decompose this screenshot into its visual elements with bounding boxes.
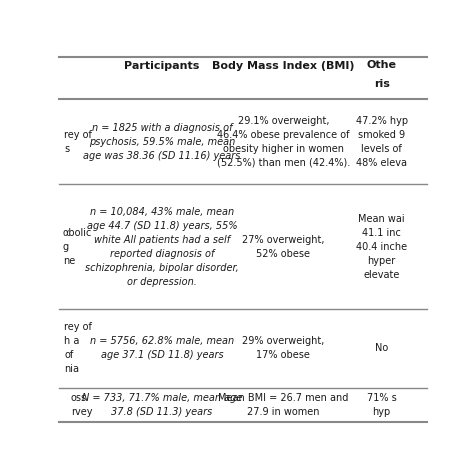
Text: N = 733, 71.7% male, mean age
37.8 (SD 11.3) years: N = 733, 71.7% male, mean age 37.8 (SD 1… xyxy=(82,393,242,417)
Text: Mean BMI = 26.7 men and
27.9 in women: Mean BMI = 26.7 men and 27.9 in women xyxy=(218,393,348,417)
Text: 29.1% overweight,
46.4% obese prevalence of
obesity higher in women
(52.5%) than: 29.1% overweight, 46.4% obese prevalence… xyxy=(217,116,350,168)
Text: No: No xyxy=(375,343,388,354)
Text: 71% s
hyp: 71% s hyp xyxy=(367,393,396,417)
Text: rey of
s: rey of s xyxy=(64,130,92,154)
Text: Mean wai
41.1 inc
40.4 inche
hyper
elevate: Mean wai 41.1 inc 40.4 inche hyper eleva… xyxy=(356,214,407,280)
Text: 29% overweight,
17% obese: 29% overweight, 17% obese xyxy=(242,337,325,360)
Text: Othe: Othe xyxy=(366,60,397,70)
Text: rey of
h a
of
nia: rey of h a of nia xyxy=(64,322,92,374)
Text: ris: ris xyxy=(374,79,390,89)
Text: oss
rvey: oss rvey xyxy=(71,393,92,417)
Text: Participants: Participants xyxy=(124,61,200,71)
Text: αbolic
g
ne: αbolic g ne xyxy=(63,228,92,265)
Text: n = 10,084, 43% male, mean
age 44.7 (SD 11.8) years, 55%
white All patients had : n = 10,084, 43% male, mean age 44.7 (SD … xyxy=(85,207,239,287)
Text: Body Mass Index (BMI): Body Mass Index (BMI) xyxy=(212,61,355,71)
Text: n = 1825 with a diagnosis of
psychosis, 59.5% male, mean
age was 38.36 (SD 11.16: n = 1825 with a diagnosis of psychosis, … xyxy=(83,123,241,161)
Text: 27% overweight,
52% obese: 27% overweight, 52% obese xyxy=(242,235,325,259)
Text: 47.2% hyp
smoked 9
levels of
48% eleva: 47.2% hyp smoked 9 levels of 48% eleva xyxy=(356,116,408,168)
Text: n = 5756, 62.8% male, mean
age 37.1 (SD 11.8) years: n = 5756, 62.8% male, mean age 37.1 (SD … xyxy=(90,337,234,360)
